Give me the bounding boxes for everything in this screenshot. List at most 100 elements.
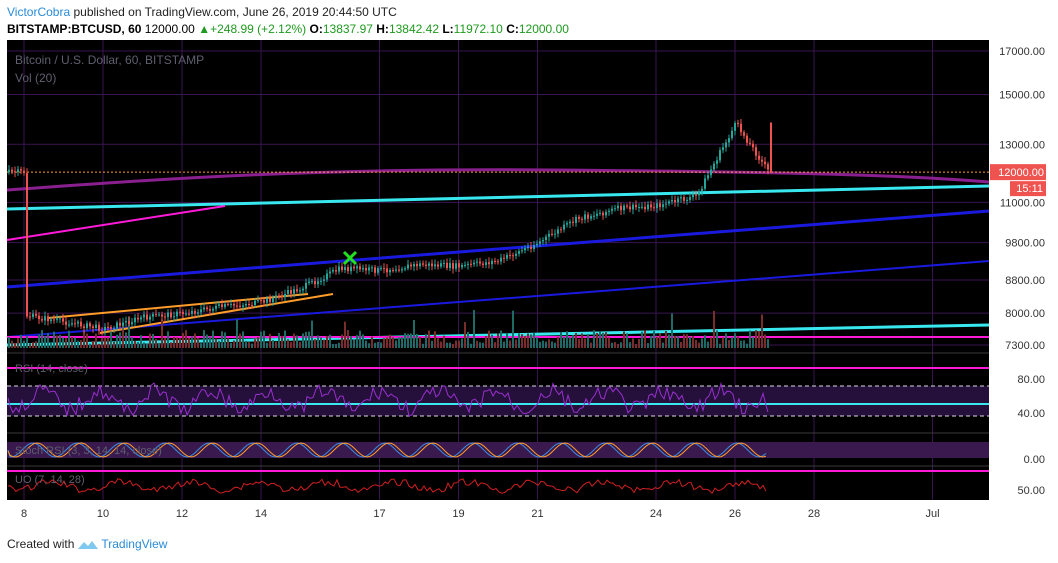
volume-bar: [341, 334, 343, 348]
volume-bar: [452, 343, 454, 348]
candle-body: [251, 305, 253, 307]
price-tick-label: 17000.00: [999, 46, 1045, 58]
candle-body: [701, 188, 703, 192]
tradingview-link[interactable]: TradingView: [101, 537, 168, 551]
volume-bar: [641, 331, 643, 348]
volume-bar: [26, 336, 28, 348]
volume-bar: [80, 340, 82, 348]
volume-bar: [224, 332, 226, 348]
candle-body: [563, 224, 565, 230]
volume-bar: [305, 331, 307, 348]
candle-body: [353, 266, 355, 269]
candle-body: [131, 322, 133, 325]
candle-body: [212, 308, 214, 311]
volume-bar: [386, 337, 388, 348]
chart-subtitle: Vol (20): [15, 71, 56, 85]
candle-body: [392, 270, 394, 272]
volume-bar: [542, 340, 544, 348]
candle-body: [560, 229, 562, 231]
orange-wedge-upper: [47, 293, 309, 319]
candle-body: [479, 261, 481, 264]
volume-bar: [314, 339, 316, 348]
candle-body: [473, 262, 475, 265]
candle-body: [476, 261, 478, 263]
rsi-title: RSI (14, close): [15, 363, 88, 375]
candle-body: [374, 267, 376, 273]
indicator-tick-label: 0.00: [1024, 454, 1045, 466]
uo-title: UO (7, 14, 28): [15, 474, 85, 486]
volume-bar: [98, 343, 100, 348]
volume-bar: [89, 343, 91, 348]
volume-bar: [185, 330, 187, 348]
candle-body: [383, 268, 385, 270]
created-with-text: Created with: [7, 537, 75, 551]
volume-bar: [527, 333, 529, 348]
volume-bar: [131, 337, 133, 348]
candle-body: [269, 298, 271, 303]
candle-body: [104, 326, 106, 331]
volume-bar: [413, 320, 415, 348]
volume-bar: [140, 335, 142, 348]
volume-bar: [227, 338, 229, 348]
volume-bar: [422, 343, 424, 348]
volume-bar: [68, 330, 70, 348]
volume-bar: [440, 341, 442, 348]
volume-bar: [491, 334, 493, 348]
candle-body: [767, 164, 769, 170]
volume-bar: [344, 321, 346, 348]
candle-body: [242, 305, 244, 307]
volume-bar: [428, 330, 430, 348]
candle-body: [332, 269, 334, 272]
author-link[interactable]: VictorCobra: [7, 5, 71, 19]
chart-title: Bitcoin / U.S. Dollar, 60, BITSTAMP: [15, 53, 204, 67]
candle-body: [95, 324, 97, 329]
chart-canvas[interactable]: 17000.00 15000.00 13000.00 11000.00 9800.00 8…: [0, 40, 1058, 527]
volume-bar: [683, 334, 685, 348]
candle-body: [458, 263, 460, 268]
candle-body: [413, 264, 415, 267]
volume-bar: [494, 342, 496, 348]
volume-bar: [332, 343, 334, 348]
candle-body: [671, 200, 673, 202]
candle-body: [734, 122, 736, 131]
volume-bar: [431, 340, 433, 348]
candle-body: [737, 122, 739, 124]
volume-bar: [656, 336, 658, 348]
candle-body: [266, 298, 268, 303]
time-axis: [7, 500, 1058, 527]
candle-body: [143, 314, 145, 318]
candle-body: [464, 264, 466, 266]
volume-bar: [182, 332, 184, 348]
volume-bar: [257, 337, 259, 348]
candle-body: [362, 267, 364, 270]
volume-bar: [689, 336, 691, 348]
candle-body: [605, 211, 607, 216]
candle-body: [452, 263, 454, 269]
candle-body: [695, 194, 697, 196]
rsi-line: [7, 381, 769, 418]
volume-bar: [698, 342, 700, 348]
volume-bar: [245, 340, 247, 348]
volume-bar: [506, 332, 508, 348]
volume-bar: [152, 333, 154, 348]
volume-bar: [371, 336, 373, 348]
candle-body: [380, 268, 382, 270]
volume-bar: [611, 342, 613, 348]
time-tick-label: 8: [21, 508, 27, 520]
plot-background: [7, 40, 989, 500]
candle-body: [422, 263, 424, 265]
volume-bar: [632, 338, 634, 348]
volume-bar: [398, 337, 400, 348]
volume-bar: [128, 317, 130, 348]
volume-bar: [695, 339, 697, 348]
candle-body: [638, 207, 640, 209]
volume-bar: [680, 342, 682, 348]
candle-body: [728, 138, 730, 143]
volume-bar: [260, 331, 262, 348]
candle-body: [179, 311, 181, 313]
candle-body: [518, 251, 520, 254]
volume-bar: [524, 336, 526, 348]
volume-bar: [671, 313, 673, 348]
candle-body: [14, 171, 16, 173]
volume-bar: [20, 334, 22, 348]
